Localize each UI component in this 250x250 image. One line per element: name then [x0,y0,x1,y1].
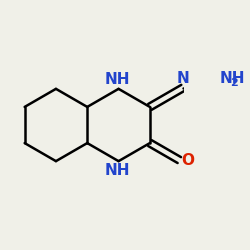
Text: NH: NH [105,72,130,87]
Text: NH: NH [219,71,245,86]
Text: N: N [177,71,190,86]
Text: NH: NH [105,163,130,178]
Text: O: O [181,152,194,168]
Text: 2: 2 [230,78,238,88]
